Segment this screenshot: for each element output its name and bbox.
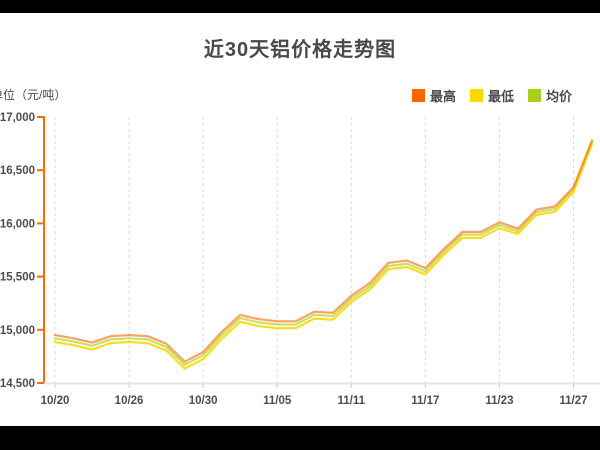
series-lines — [53, 139, 594, 370]
legend-label-avg: 均价 — [545, 89, 572, 104]
chart-title: 近30天铝价格走势图 — [203, 39, 397, 61]
x-tick-label-3: 11/05 — [263, 395, 292, 407]
axis-tick-labels: 10/20 10/26 10/30 11/05 11/11 11/17 11/23 11/27… — [0, 112, 588, 407]
y-tick-label-3: 15,500 — [0, 272, 35, 284]
y-tick-label-4: 15,000 — [0, 325, 35, 337]
gridlines — [37, 116, 574, 388]
legend-label-high: 最高 — [429, 89, 456, 104]
legend-label-low: 最低 — [487, 89, 514, 104]
series-line-low — [53, 143, 594, 370]
x-tick-label-6: 11/23 — [485, 395, 513, 407]
legend-item-avg: 均价 — [527, 86, 572, 105]
series-line-high — [53, 139, 594, 363]
x-tick-label-2: 10/30 — [189, 395, 218, 407]
legend-swatch-avg-icon — [527, 89, 541, 102]
y-tick-label-0: 17,000 — [0, 112, 35, 124]
y-axis-unit-label: 单位（元/吨） — [0, 88, 67, 102]
legend-swatch-high-icon — [411, 89, 425, 102]
legend-item-high: 最高 — [411, 86, 456, 105]
axes — [43, 116, 600, 385]
x-tick-label-0: 10/20 — [41, 395, 70, 407]
y-tick-label-2: 16,000 — [0, 218, 35, 230]
x-tick-label-1: 10/26 — [115, 395, 144, 407]
chart-canvas — [0, 13, 600, 426]
x-tick-label-5: 11/17 — [411, 395, 439, 407]
y-tick-label-5: 14,500 — [0, 378, 35, 390]
x-tick-label-7: 11/27 — [559, 395, 587, 407]
legend-swatch-low-icon — [469, 89, 483, 102]
series-line-avg — [53, 140, 594, 366]
legend-item-low: 最低 — [469, 86, 514, 105]
x-tick-label-4: 11/11 — [338, 395, 366, 407]
legend: 最高 最低 均价 — [411, 86, 572, 105]
y-tick-label-1: 16,500 — [0, 165, 35, 177]
